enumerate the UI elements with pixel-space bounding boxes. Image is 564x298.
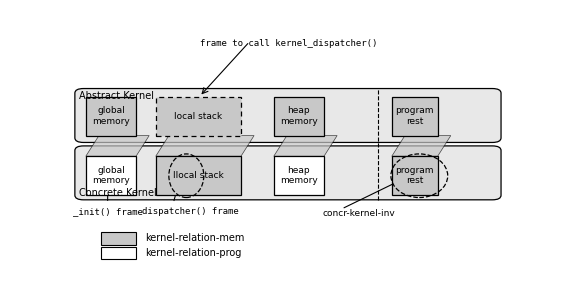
Text: program
rest: program rest	[395, 106, 434, 126]
Text: kernel-relation-mem: kernel-relation-mem	[145, 233, 244, 243]
Text: _init() frame: _init() frame	[73, 207, 143, 216]
Text: heap
memory: heap memory	[280, 166, 318, 185]
Text: heap
memory: heap memory	[280, 106, 318, 126]
Text: global
memory: global memory	[92, 166, 130, 185]
Text: kernel-relation-prog: kernel-relation-prog	[145, 248, 241, 258]
FancyBboxPatch shape	[75, 146, 501, 200]
Bar	[101, 247, 136, 260]
Text: Concrete Kernel: Concrete Kernel	[79, 187, 157, 198]
Bar	[392, 97, 438, 136]
Text: dispatcher() frame: dispatcher() frame	[142, 207, 239, 216]
Polygon shape	[156, 136, 254, 156]
Bar	[274, 156, 324, 195]
Bar	[274, 97, 324, 136]
Text: global
memory: global memory	[92, 106, 130, 126]
Polygon shape	[274, 136, 337, 156]
Text: frame to call kernel_dispatcher(): frame to call kernel_dispatcher()	[200, 39, 378, 48]
Bar	[101, 232, 136, 245]
Bar	[392, 156, 438, 195]
FancyBboxPatch shape	[75, 89, 501, 142]
Text: Abstract Kernel: Abstract Kernel	[79, 91, 154, 101]
Bar	[86, 156, 136, 195]
Bar	[156, 156, 241, 195]
Polygon shape	[86, 136, 149, 156]
Text: concr-kernel-inv: concr-kernel-inv	[323, 209, 395, 218]
Bar	[86, 97, 136, 136]
Text: program
rest: program rest	[395, 166, 434, 185]
Text: local stack: local stack	[174, 111, 222, 121]
Polygon shape	[392, 136, 451, 156]
Text: llocal stack: llocal stack	[173, 171, 224, 180]
Bar	[156, 97, 241, 136]
